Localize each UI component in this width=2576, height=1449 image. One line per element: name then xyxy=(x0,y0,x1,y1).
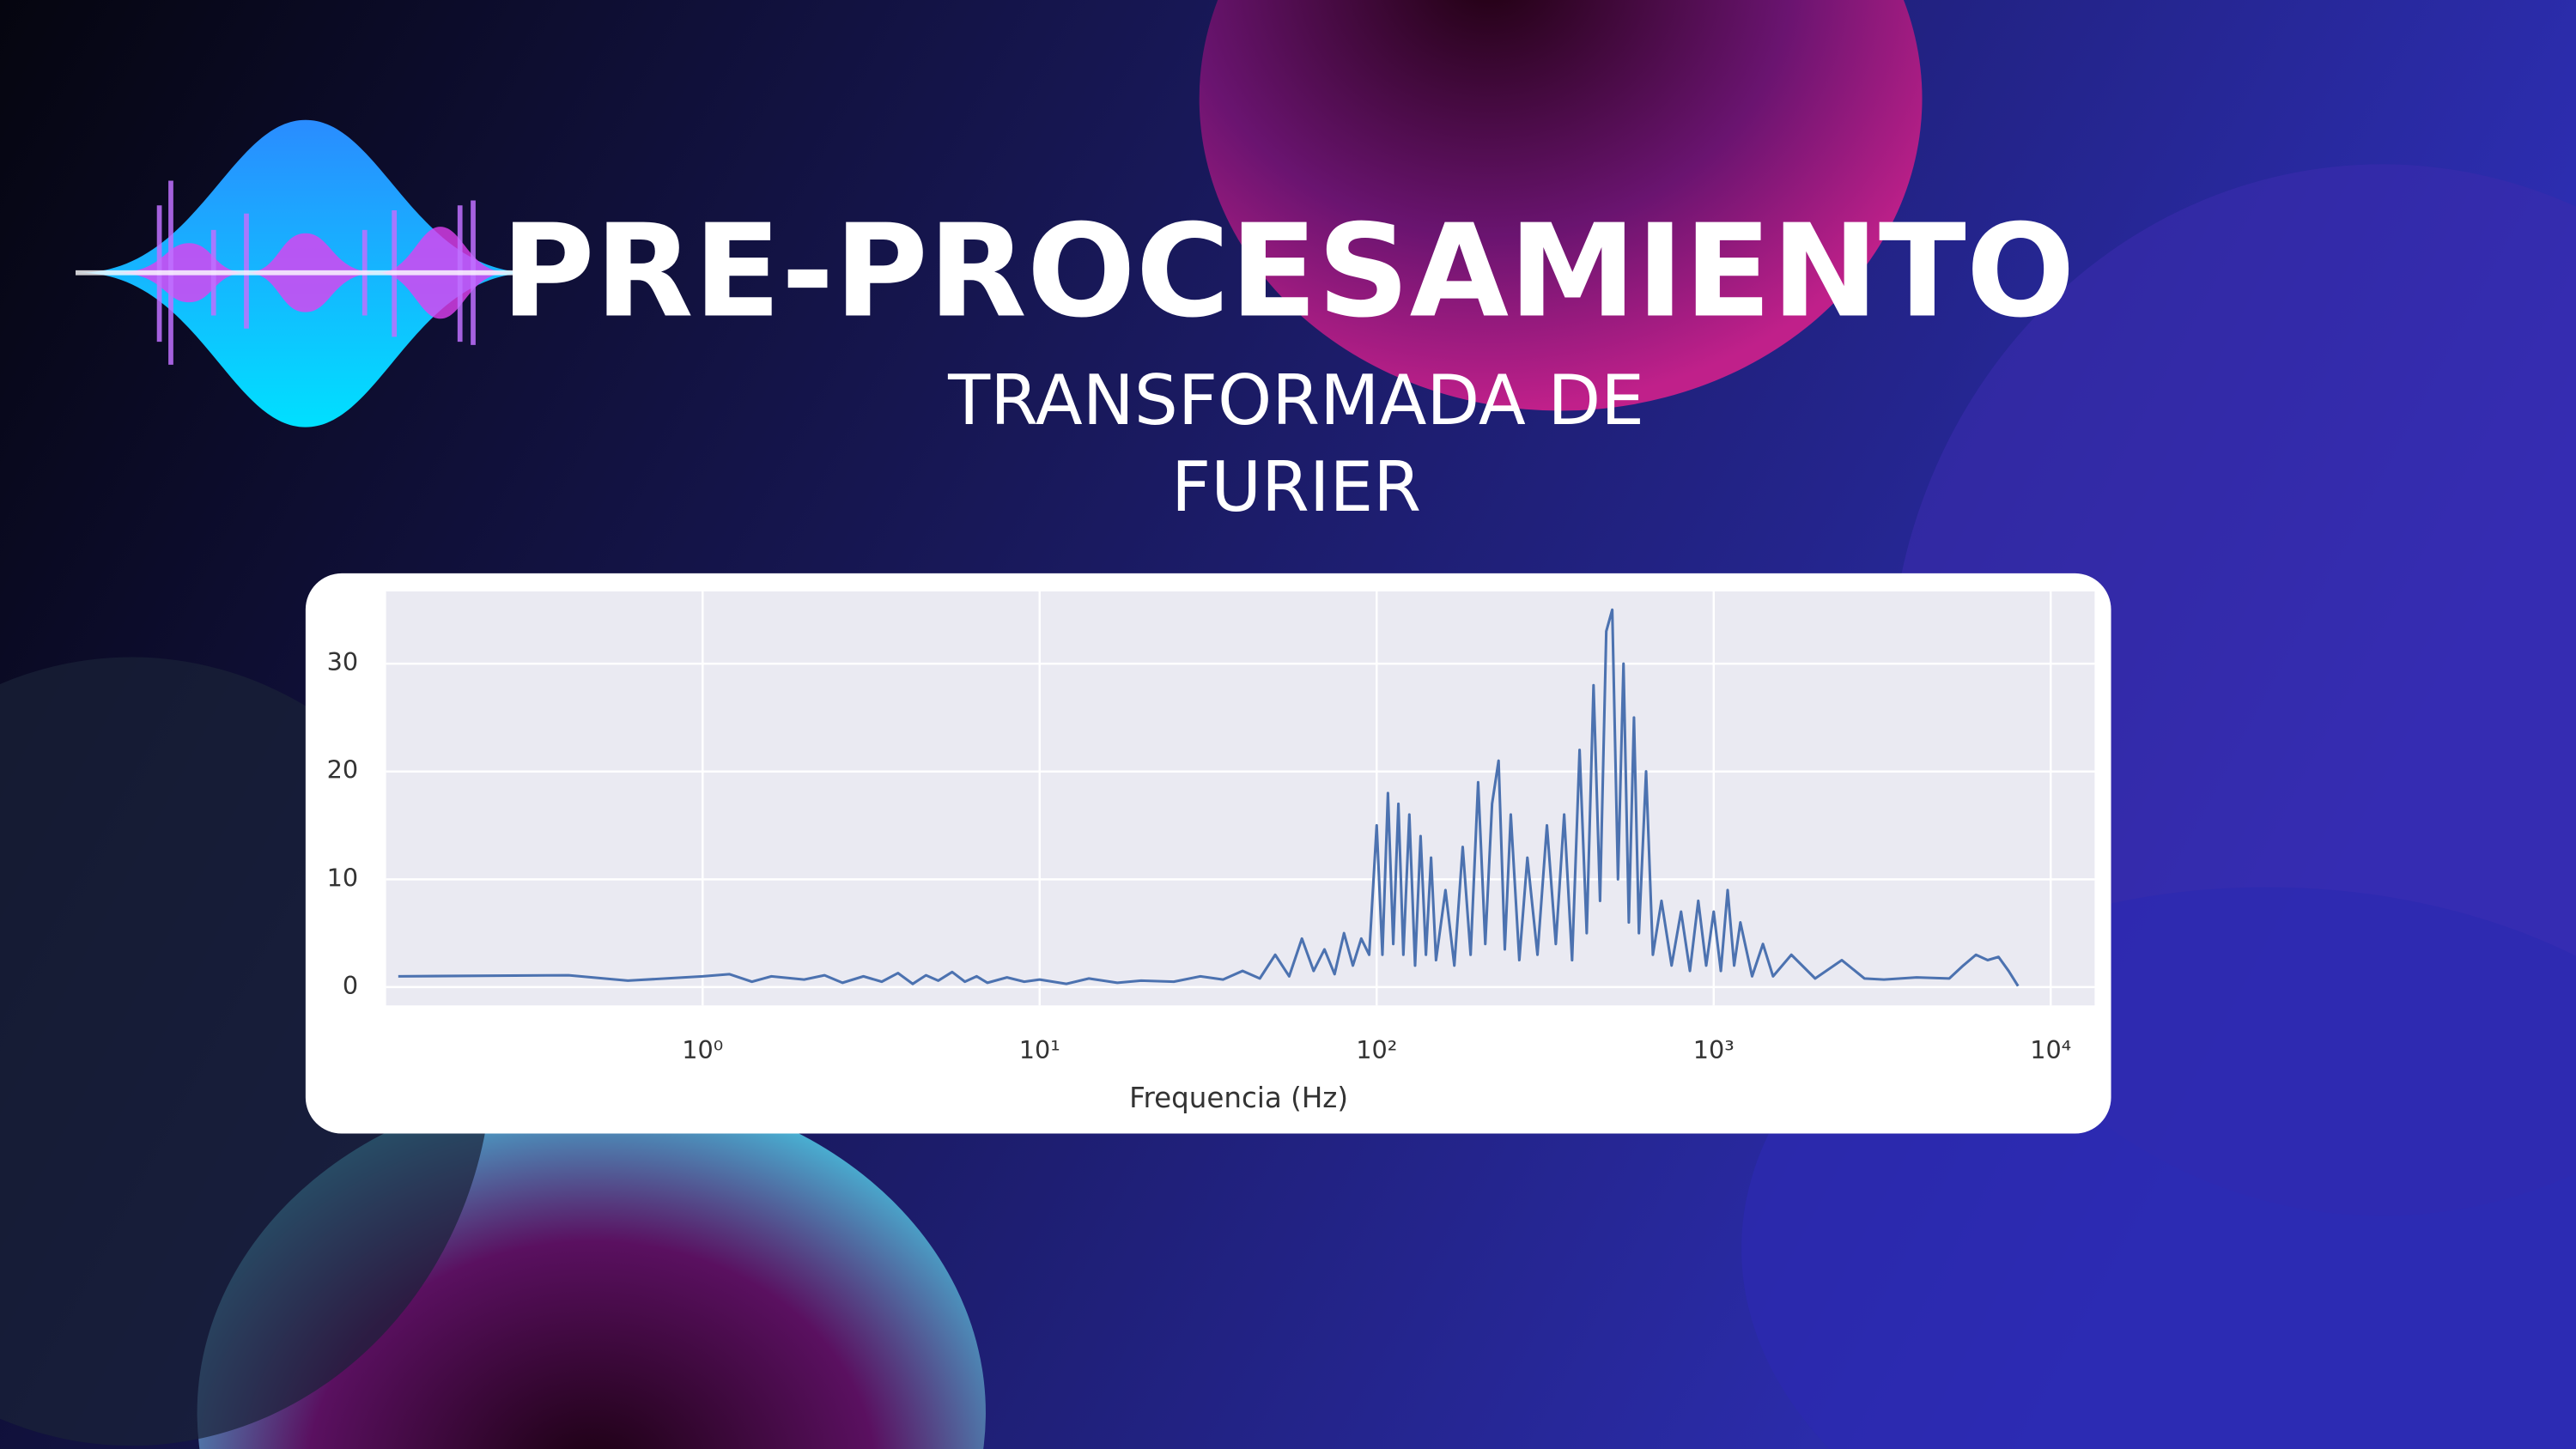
x-tick-label: 10² xyxy=(1356,1035,1397,1064)
x-tick-label: 10⁴ xyxy=(2030,1035,2071,1064)
slide-subtitle: TRANSFORMADA DE xyxy=(947,360,1644,440)
y-tick-label: 30 xyxy=(327,647,359,676)
y-tick-label: 0 xyxy=(343,971,358,1000)
blob xyxy=(1199,0,1923,411)
x-tick-label: 10⁰ xyxy=(682,1035,723,1064)
y-tick-label: 20 xyxy=(327,755,359,785)
x-tick-label: 10¹ xyxy=(1019,1035,1060,1064)
x-tick-label: 10³ xyxy=(1693,1035,1735,1064)
slide-title: PRE-PROCESAMIENTO xyxy=(501,197,2075,346)
plot-area xyxy=(386,591,2095,1006)
x-axis-label: Frequencia (Hz) xyxy=(1129,1082,1348,1114)
y-tick-label: 10 xyxy=(327,863,359,892)
slide-subtitle: FURIER xyxy=(1171,446,1421,527)
chart: 0 10 20 30 10⁰ 10¹ 10² 10³ 10⁴ xyxy=(327,591,2095,1064)
spectrum-line xyxy=(398,608,2020,987)
logo xyxy=(76,119,536,427)
